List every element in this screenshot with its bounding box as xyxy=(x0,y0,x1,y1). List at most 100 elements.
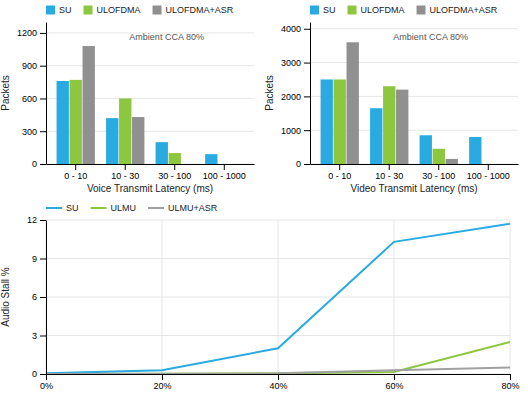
chart-svg: 0 - 1010 - 3030 - 100100 - 1000030060090… xyxy=(0,0,528,394)
tick-label: 60% xyxy=(385,381,403,391)
tick: 80% xyxy=(501,374,519,391)
line xyxy=(46,342,510,374)
tick-label: 600 xyxy=(22,94,37,104)
tick-label: 20% xyxy=(153,381,171,391)
x-axis: 0 - 1010 - 3030 - 100100 - 1000 xyxy=(47,164,255,181)
bar xyxy=(446,159,458,164)
axis-line xyxy=(47,164,255,165)
tick-mark xyxy=(389,164,390,170)
bar xyxy=(57,81,69,164)
tick: 6 xyxy=(32,292,46,302)
tick-mark xyxy=(339,164,340,170)
bar xyxy=(205,154,217,164)
tick-label: 1200 xyxy=(17,28,37,38)
bar xyxy=(231,164,243,165)
bar xyxy=(396,90,408,164)
tick-mark xyxy=(46,374,47,380)
legend-label: SU xyxy=(59,5,72,15)
tick: 1000 xyxy=(281,126,310,136)
grid xyxy=(46,33,254,164)
tick-mark xyxy=(40,33,46,34)
grid-line xyxy=(310,62,518,63)
tick-label: 0 xyxy=(32,369,37,379)
tick: 0% xyxy=(40,374,53,391)
tick-mark xyxy=(304,29,310,30)
tick-label: 4000 xyxy=(281,24,301,34)
annotation: Ambient CCA 80% xyxy=(393,32,468,42)
legend-swatch xyxy=(91,207,107,209)
bar xyxy=(119,98,131,164)
tick: 0 - 10 xyxy=(64,164,87,181)
tick-label: 0 xyxy=(296,159,301,169)
legend: SU ULOFDMA ULOFDMA+ASR xyxy=(46,5,234,15)
tick-mark xyxy=(304,63,310,64)
legend-swatch xyxy=(84,6,93,15)
grid xyxy=(310,29,518,164)
y-axis-title: Packets xyxy=(0,75,11,111)
tick: 40% xyxy=(269,374,287,391)
legend-item: SU xyxy=(46,203,79,213)
legend: SUULMUULMU+ASR xyxy=(46,203,218,213)
tick-label: 80% xyxy=(501,381,519,391)
legend-swatch xyxy=(46,207,62,209)
y-axis-title: Packets xyxy=(264,75,275,111)
legend-swatch xyxy=(46,6,55,15)
bar xyxy=(132,117,144,164)
tick-mark xyxy=(438,164,439,170)
x-axis: 0 - 1010 - 3030 - 100100 - 1000 xyxy=(311,164,519,181)
tick: 10 - 30 xyxy=(375,164,403,181)
legend-item: ULOFDMA xyxy=(348,5,405,15)
tick-label: 100 - 1000 xyxy=(203,171,246,181)
legend-label: SU xyxy=(323,5,336,15)
tick-mark xyxy=(40,374,46,375)
tick-mark xyxy=(304,130,310,131)
tick: 600 xyxy=(22,94,46,104)
x-axis-title: Voice Transmit Latency (ms) xyxy=(87,183,213,194)
tick: 0 - 10 xyxy=(328,164,351,181)
bar xyxy=(218,164,230,165)
tick: 12 xyxy=(27,215,46,225)
tick-mark xyxy=(75,164,76,170)
tick-label: 900 xyxy=(22,61,37,71)
chart-container: 0 - 1010 - 3030 - 100100 - 1000030060090… xyxy=(0,0,528,394)
legend-item: ULOFDMA xyxy=(84,5,141,15)
tick-mark xyxy=(40,297,46,298)
legend-label: SU xyxy=(66,203,79,213)
legend-swatch xyxy=(310,6,319,15)
tick: 3000 xyxy=(281,58,310,68)
axis-line xyxy=(310,23,311,165)
tick-mark xyxy=(40,66,46,67)
bar xyxy=(433,149,445,164)
marks xyxy=(57,46,218,164)
tick-label: 40% xyxy=(269,381,287,391)
bar xyxy=(169,153,181,164)
tick: 60% xyxy=(385,374,403,391)
x-axis-title: Video Transmit Latency (ms) xyxy=(350,183,477,194)
tick-mark xyxy=(40,259,46,260)
tick-mark xyxy=(40,98,46,99)
tick-mark xyxy=(40,336,46,337)
tick-label: 30 - 100 xyxy=(422,171,455,181)
legend-swatch xyxy=(153,6,162,15)
legend-label: ULOFDMA xyxy=(97,5,141,15)
bar xyxy=(469,137,481,164)
legend-item: SU xyxy=(46,5,72,15)
y-axis-title: Audio Stall % xyxy=(0,267,11,327)
marks xyxy=(46,224,510,374)
axis-line xyxy=(46,23,47,165)
legend-label: ULMU xyxy=(111,203,137,213)
y-axis: 03006009001200 xyxy=(17,23,47,170)
tick-label: 30 - 100 xyxy=(158,171,191,181)
tick: 30 - 100 xyxy=(422,164,455,181)
tick: 20% xyxy=(153,374,171,391)
y-axis: 036912 xyxy=(27,215,47,379)
bar xyxy=(420,135,432,164)
legend-label: ULOFDMA+ASR xyxy=(430,5,498,15)
tick-mark xyxy=(40,131,46,132)
legend-item: ULOFDMA+ASR xyxy=(153,5,234,15)
tick-mark xyxy=(510,374,511,380)
bar xyxy=(70,80,82,164)
tick: 0 xyxy=(296,159,310,169)
tick: 30 - 100 xyxy=(158,164,191,181)
tick-mark xyxy=(40,220,46,221)
